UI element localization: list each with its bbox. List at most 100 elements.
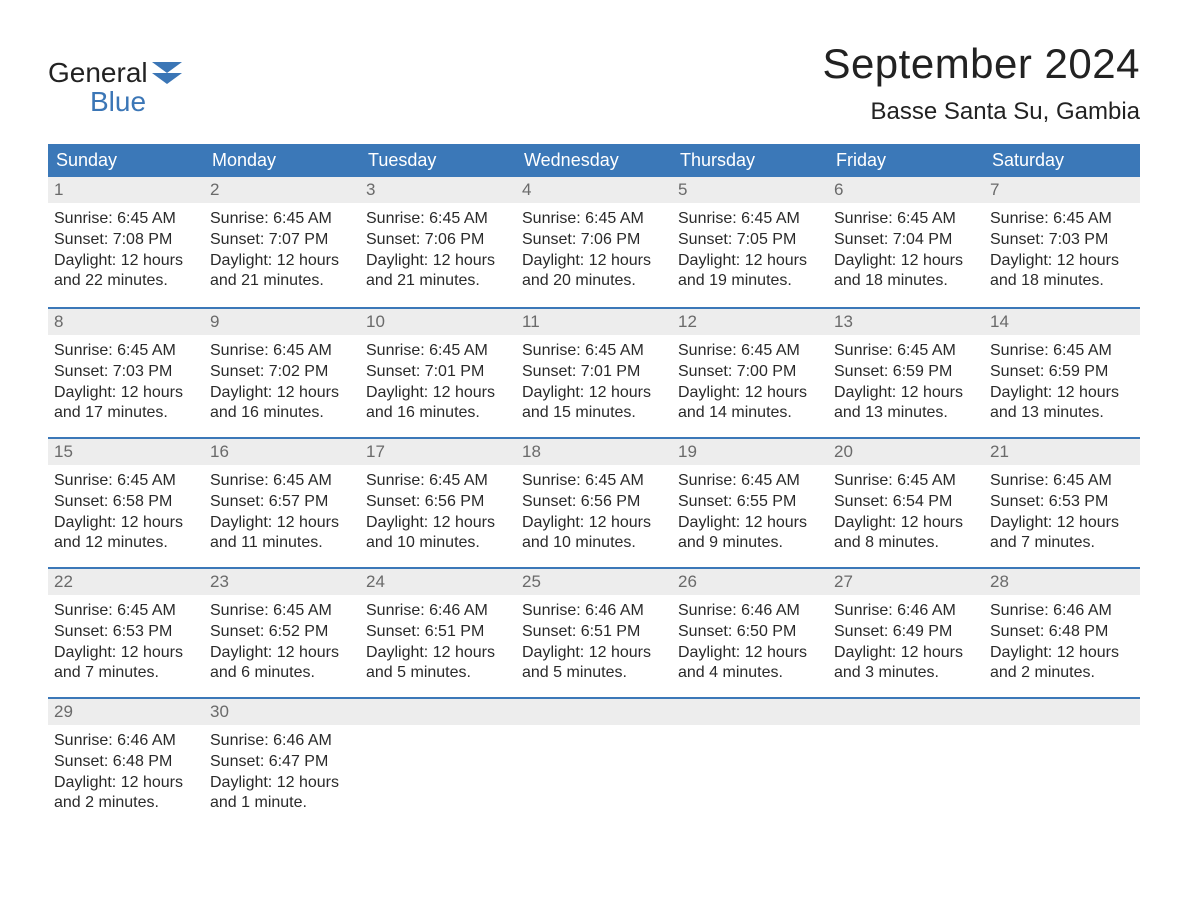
daylight-line-1: Daylight: 12 hours [210,773,354,794]
daylight-line-1: Daylight: 12 hours [54,643,198,664]
daylight-line-1: Daylight: 12 hours [522,251,666,272]
day-number: 8 [48,307,204,335]
sunrise-line: Sunrise: 6:46 AM [990,601,1134,622]
sunset-line: Sunset: 7:02 PM [210,362,354,383]
calendar-day-cell: 4Sunrise: 6:45 AMSunset: 7:06 PMDaylight… [516,177,672,307]
sunset-line: Sunset: 6:48 PM [54,752,198,773]
daylight-line-2: and 3 minutes. [834,663,978,684]
sunset-line: Sunset: 6:48 PM [990,622,1134,643]
daylight-line-2: and 18 minutes. [990,271,1134,292]
calendar-day-cell [672,697,828,827]
daylight-line-2: and 5 minutes. [366,663,510,684]
day-body: Sunrise: 6:45 AMSunset: 7:01 PMDaylight:… [360,335,516,434]
day-number [828,697,984,725]
day-body: Sunrise: 6:45 AMSunset: 7:06 PMDaylight:… [360,203,516,302]
weekday-header: Saturday [984,144,1140,177]
sunset-line: Sunset: 7:06 PM [366,230,510,251]
day-number: 7 [984,177,1140,203]
calendar-day-cell [828,697,984,827]
daylight-line-1: Daylight: 12 hours [54,251,198,272]
sunset-line: Sunset: 6:56 PM [522,492,666,513]
calendar-day-cell: 26Sunrise: 6:46 AMSunset: 6:50 PMDayligh… [672,567,828,697]
day-body [360,725,516,741]
daylight-line-1: Daylight: 12 hours [678,383,822,404]
location-label: Basse Santa Su, Gambia [822,98,1140,126]
daylight-line-2: and 7 minutes. [54,663,198,684]
day-number: 15 [48,437,204,465]
day-number: 5 [672,177,828,203]
daylight-line-1: Daylight: 12 hours [54,773,198,794]
day-number: 9 [204,307,360,335]
daylight-line-1: Daylight: 12 hours [210,251,354,272]
header: General Blue September 2024 Basse Santa … [48,40,1140,126]
daylight-line-1: Daylight: 12 hours [54,513,198,534]
day-body: Sunrise: 6:45 AMSunset: 7:03 PMDaylight:… [48,335,204,434]
sunrise-line: Sunrise: 6:46 AM [210,731,354,752]
day-number: 24 [360,567,516,595]
daylight-line-2: and 5 minutes. [522,663,666,684]
day-body [672,725,828,741]
sunset-line: Sunset: 6:53 PM [54,622,198,643]
day-body: Sunrise: 6:45 AMSunset: 7:07 PMDaylight:… [204,203,360,302]
day-body: Sunrise: 6:45 AMSunset: 6:58 PMDaylight:… [48,465,204,564]
calendar-day-cell: 15Sunrise: 6:45 AMSunset: 6:58 PMDayligh… [48,437,204,567]
sunrise-line: Sunrise: 6:45 AM [54,601,198,622]
daylight-line-1: Daylight: 12 hours [834,251,978,272]
day-number: 25 [516,567,672,595]
calendar-week-row: 15Sunrise: 6:45 AMSunset: 6:58 PMDayligh… [48,437,1140,567]
sunrise-line: Sunrise: 6:46 AM [522,601,666,622]
day-number: 23 [204,567,360,595]
sunset-line: Sunset: 6:57 PM [210,492,354,513]
daylight-line-1: Daylight: 12 hours [678,643,822,664]
sunrise-line: Sunrise: 6:45 AM [54,341,198,362]
calendar-day-cell: 10Sunrise: 6:45 AMSunset: 7:01 PMDayligh… [360,307,516,437]
sunset-line: Sunset: 6:59 PM [834,362,978,383]
day-body: Sunrise: 6:45 AMSunset: 7:03 PMDaylight:… [984,203,1140,302]
sunrise-line: Sunrise: 6:45 AM [366,209,510,230]
daylight-line-1: Daylight: 12 hours [834,383,978,404]
day-body: Sunrise: 6:45 AMSunset: 6:59 PMDaylight:… [984,335,1140,434]
sunrise-line: Sunrise: 6:45 AM [990,209,1134,230]
calendar-day-cell: 5Sunrise: 6:45 AMSunset: 7:05 PMDaylight… [672,177,828,307]
day-number [672,697,828,725]
day-body: Sunrise: 6:45 AMSunset: 6:57 PMDaylight:… [204,465,360,564]
day-body: Sunrise: 6:45 AMSunset: 6:53 PMDaylight:… [48,595,204,694]
calendar-day-cell: 28Sunrise: 6:46 AMSunset: 6:48 PMDayligh… [984,567,1140,697]
daylight-line-1: Daylight: 12 hours [990,383,1134,404]
day-body: Sunrise: 6:45 AMSunset: 7:02 PMDaylight:… [204,335,360,434]
day-body: Sunrise: 6:46 AMSunset: 6:48 PMDaylight:… [48,725,204,824]
daylight-line-1: Daylight: 12 hours [678,513,822,534]
sunrise-line: Sunrise: 6:46 AM [54,731,198,752]
logo-word-bottom: Blue [48,87,148,116]
day-number: 11 [516,307,672,335]
day-body: Sunrise: 6:45 AMSunset: 6:53 PMDaylight:… [984,465,1140,564]
day-number: 13 [828,307,984,335]
calendar-week-row: 8Sunrise: 6:45 AMSunset: 7:03 PMDaylight… [48,307,1140,437]
day-body: Sunrise: 6:46 AMSunset: 6:51 PMDaylight:… [516,595,672,694]
daylight-line-1: Daylight: 12 hours [522,383,666,404]
calendar-week-row: 22Sunrise: 6:45 AMSunset: 6:53 PMDayligh… [48,567,1140,697]
month-title: September 2024 [822,40,1140,88]
calendar-body: 1Sunrise: 6:45 AMSunset: 7:08 PMDaylight… [48,177,1140,827]
daylight-line-2: and 14 minutes. [678,403,822,424]
daylight-line-2: and 19 minutes. [678,271,822,292]
daylight-line-2: and 15 minutes. [522,403,666,424]
sunrise-line: Sunrise: 6:45 AM [54,471,198,492]
calendar-day-cell: 20Sunrise: 6:45 AMSunset: 6:54 PMDayligh… [828,437,984,567]
calendar-day-cell: 2Sunrise: 6:45 AMSunset: 7:07 PMDaylight… [204,177,360,307]
daylight-line-2: and 18 minutes. [834,271,978,292]
daylight-line-2: and 11 minutes. [210,533,354,554]
calendar-day-cell: 14Sunrise: 6:45 AMSunset: 6:59 PMDayligh… [984,307,1140,437]
sunrise-line: Sunrise: 6:45 AM [834,341,978,362]
sunset-line: Sunset: 7:00 PM [678,362,822,383]
day-body: Sunrise: 6:46 AMSunset: 6:50 PMDaylight:… [672,595,828,694]
sunset-line: Sunset: 7:01 PM [522,362,666,383]
daylight-line-2: and 10 minutes. [522,533,666,554]
day-number: 14 [984,307,1140,335]
flag-icon [152,62,182,84]
weekday-header: Monday [204,144,360,177]
daylight-line-1: Daylight: 12 hours [990,643,1134,664]
daylight-line-2: and 16 minutes. [210,403,354,424]
sunset-line: Sunset: 6:49 PM [834,622,978,643]
day-number: 2 [204,177,360,203]
